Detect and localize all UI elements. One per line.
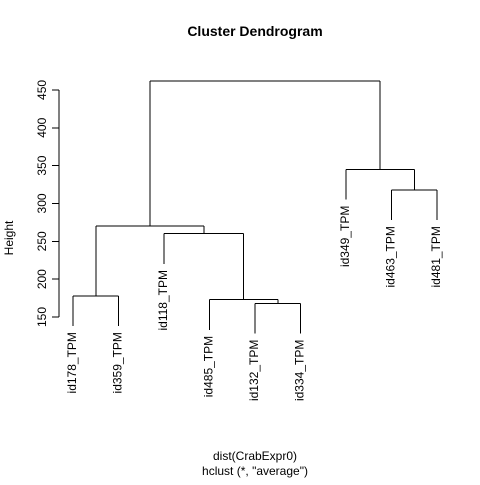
leaf-label: id178_TPM bbox=[65, 332, 79, 393]
y-axis-ticks: 150 200 250 300 350 400 450 bbox=[35, 80, 59, 327]
dendrogram-branches bbox=[72, 80, 438, 334]
y-axis-tick-label: 350 bbox=[35, 155, 49, 175]
y-axis-tick-label: 450 bbox=[35, 80, 49, 100]
leaf-labels: id178_TPM id359_TPM id118_TPM id485_TPM id13… bbox=[65, 206, 443, 401]
chart-subtitle: hclust (*, "average") bbox=[202, 464, 308, 478]
leaf-label: id334_TPM bbox=[293, 340, 307, 401]
leaf-label: id463_TPM bbox=[384, 226, 398, 287]
y-axis-tick-label: 400 bbox=[35, 117, 49, 137]
leaf-label: id359_TPM bbox=[111, 332, 125, 393]
y-axis-tick-label: 300 bbox=[35, 193, 49, 213]
leaf-label: id481_TPM bbox=[429, 226, 443, 287]
leaf-label: id485_TPM bbox=[202, 336, 216, 397]
x-axis-label: dist(CrabExpr0) bbox=[213, 449, 297, 463]
y-axis-label: Height bbox=[2, 220, 16, 255]
leaf-label: id349_TPM bbox=[338, 206, 352, 267]
y-axis-tick-label: 200 bbox=[35, 269, 49, 289]
leaf-label: id132_TPM bbox=[247, 340, 261, 401]
y-axis: 150 200 250 300 350 400 450 Height bbox=[2, 80, 60, 327]
y-axis-tick-label: 250 bbox=[35, 231, 49, 251]
leaf-label: id118_TPM bbox=[156, 270, 170, 330]
chart-title: Cluster Dendrogram bbox=[187, 23, 322, 39]
y-axis-tick-label: 150 bbox=[35, 307, 49, 327]
